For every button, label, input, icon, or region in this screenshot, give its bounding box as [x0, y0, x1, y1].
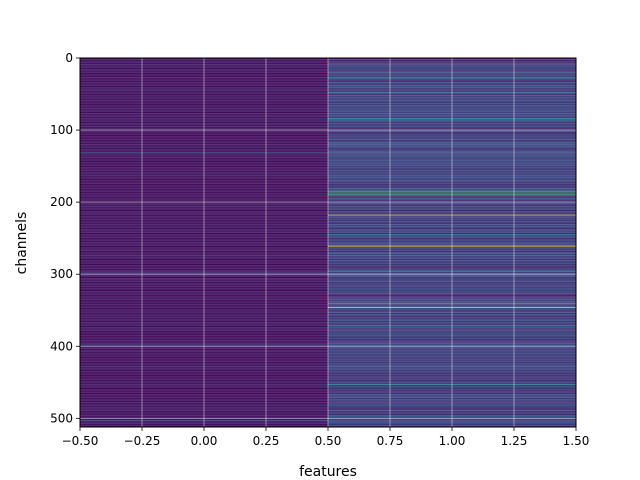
y-axis: 0 100 200 300 400 500: [50, 51, 80, 425]
x-tick-label: 0.00: [191, 434, 218, 448]
x-tick-label: 0.25: [253, 434, 280, 448]
x-axis-label: features: [299, 464, 357, 480]
x-tick-label: 0.50: [315, 434, 342, 448]
y-tick-label: 400: [50, 339, 73, 353]
y-tick-label: 0: [65, 51, 73, 65]
grid-lines: [80, 58, 576, 427]
x-tick-label: 1.00: [439, 434, 466, 448]
y-tick-label: 300: [50, 267, 73, 281]
y-tick-label: 100: [50, 123, 73, 137]
x-tick-label: −0.50: [62, 434, 99, 448]
x-axis: −0.50 −0.25 0.00 0.25 0.50 0.75 1.00 1.25 1.50: [62, 427, 590, 448]
y-tick-label: 500: [50, 411, 73, 425]
x-tick-label: 0.75: [377, 434, 404, 448]
x-tick-label: 1.50: [563, 434, 590, 448]
y-tick-label: 200: [50, 195, 73, 209]
x-tick-label: −0.25: [124, 434, 161, 448]
y-axis-label: channels: [14, 212, 30, 275]
x-tick-label: 1.25: [501, 434, 528, 448]
